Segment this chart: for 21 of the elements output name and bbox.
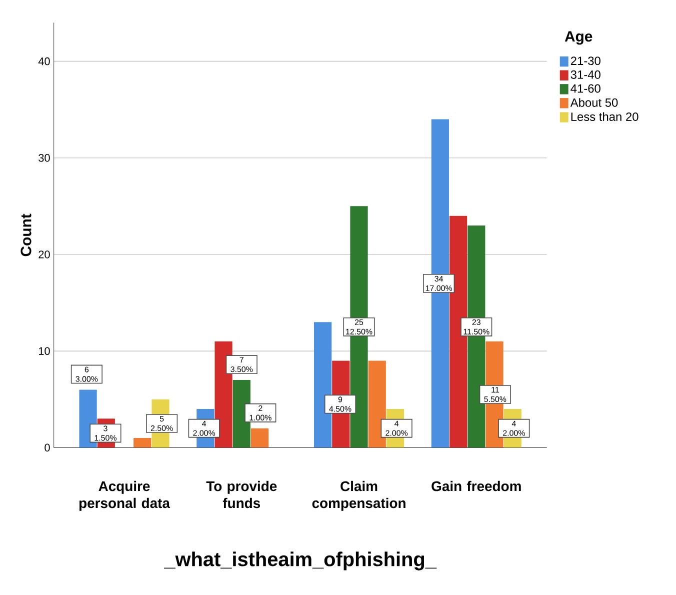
bar	[134, 438, 152, 448]
x-tick-label: Gain freedom	[432, 480, 521, 492]
x-tick-label: Acquire personal data	[79, 480, 170, 511]
x-axis-title: _what_istheaim_ofphishing_	[164, 552, 437, 570]
bar	[368, 360, 386, 448]
bar	[250, 428, 269, 448]
legend-label: 21-30	[570, 56, 600, 66]
y-tick-label: 0	[44, 444, 50, 452]
legend-label: About 50	[570, 98, 618, 107]
y-axis-title: Count	[20, 214, 32, 256]
legend-label: 41-60	[570, 84, 600, 93]
y-tick-label: 10	[38, 347, 50, 355]
y-tick-label: 20	[38, 250, 50, 258]
legend-title: Age	[564, 31, 592, 45]
x-tick-label: Claim compensation	[312, 480, 406, 511]
bar	[232, 380, 250, 448]
y-tick-label: 30	[38, 154, 50, 162]
legend-label: Less than 20	[571, 112, 638, 121]
y-tick-label: 40	[38, 57, 50, 66]
x-tick-label: To provide funds	[206, 480, 277, 508]
legend-label: 31-40	[570, 70, 600, 79]
